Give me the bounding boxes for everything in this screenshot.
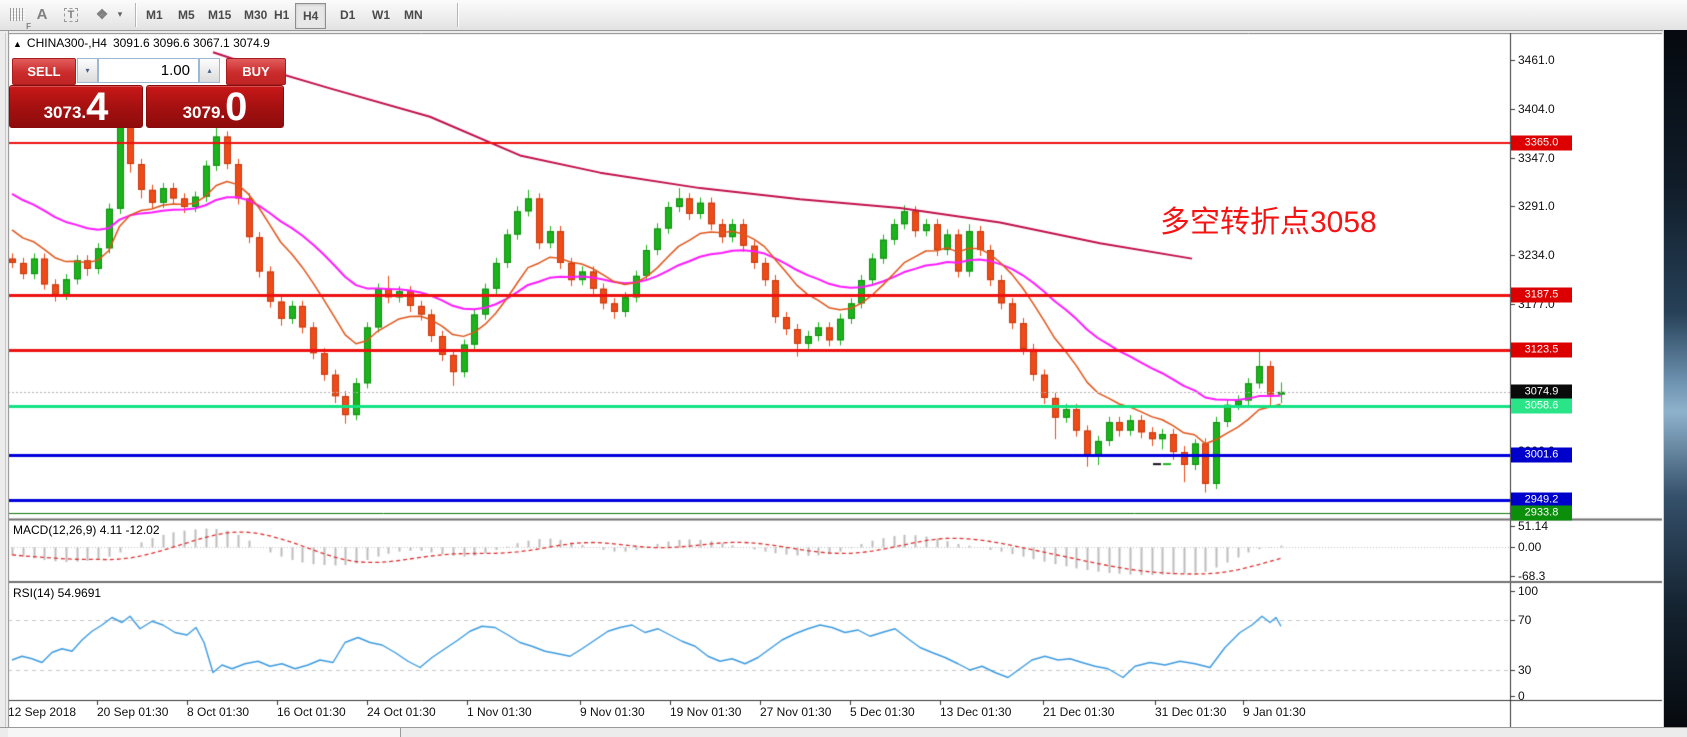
- price-badge-3074.9: 3074.9: [1511, 384, 1572, 400]
- shapes-tool-icon[interactable]: ❖: [95, 6, 109, 22]
- macd-scale-tick: -68.3: [1518, 568, 1546, 583]
- chart-tab-bar[interactable]: [0, 727, 1687, 737]
- date-axis-label: 8 Oct 01:30: [187, 705, 250, 719]
- date-axis-label: 21 Dec 01:30: [1043, 705, 1115, 719]
- sell-price-box[interactable]: 3073. 4: [9, 85, 143, 128]
- toolbar-separator: [135, 3, 137, 27]
- timeframe-button-w1[interactable]: W1: [372, 8, 390, 22]
- collapse-triangle-icon[interactable]: ▲: [13, 39, 22, 49]
- sell-button[interactable]: SELL: [12, 58, 76, 85]
- date-axis-label: 27 Nov 01:30: [760, 705, 832, 719]
- grid-dots-icon: [9, 8, 25, 21]
- window-right-scroll-edge[interactable]: [1663, 30, 1687, 737]
- macd-label: MACD(12,26,9) 4.11 -12.02: [13, 523, 160, 537]
- date-axis-label: 1 Nov 01:30: [467, 705, 532, 719]
- toolbar-gap: [0, 30, 1687, 33]
- timeframe-button-m1[interactable]: M1: [146, 8, 163, 22]
- text-tool-icon[interactable]: T: [61, 2, 81, 27]
- chart-annotation-text: 多空转折点3058: [1160, 206, 1377, 239]
- one-click-trade-panel: SELL ▾ 1.00 ▴ BUY 3073. 4 3079. 0: [9, 56, 286, 128]
- buy-price-box[interactable]: 3079. 0: [146, 85, 284, 128]
- timeframe-button-d1[interactable]: D1: [340, 8, 356, 22]
- date-axis-label: 31 Dec 01:30: [1155, 705, 1227, 719]
- price-badge-2933.8: 2933.8: [1511, 505, 1572, 521]
- date-axis-label: 9 Jan 01:30: [1243, 705, 1306, 719]
- buy-button[interactable]: BUY: [226, 58, 286, 85]
- rsi-scale-tick: 100: [1518, 584, 1539, 598]
- symbol-header: ▲ CHINA300-,H4 3091.6 3096.6 3067.1 3074.9: [13, 36, 270, 50]
- volume-input[interactable]: 1.00: [98, 58, 199, 83]
- timeframe-button-m5[interactable]: M5: [178, 8, 195, 22]
- date-axis-label: 24 Oct 01:30: [367, 705, 436, 719]
- date-axis-label: 9 Nov 01:30: [580, 705, 645, 719]
- ohlc-values: 3091.6 3096.6 3067.1 3074.9: [112, 36, 270, 50]
- date-axis-label: 19 Nov 01:30: [670, 705, 742, 719]
- timeframe-button-m15[interactable]: M15: [208, 8, 232, 22]
- price-axis-tick: 3234.0: [1518, 248, 1555, 263]
- rsi-scale-tick: 30: [1518, 663, 1532, 677]
- timeframe-button-h4[interactable]: H4: [295, 3, 327, 29]
- timeframe-button-h1[interactable]: H1: [274, 8, 290, 22]
- price-badge-3001.6: 3001.6: [1511, 447, 1572, 463]
- price-axis-tick: 3404.0: [1518, 102, 1555, 116]
- price-axis-tick: 3461.0: [1518, 53, 1555, 67]
- indicator-grid-icon[interactable]: F: [6, 2, 31, 31]
- date-axis-label: 5 Dec 01:30: [850, 705, 915, 719]
- macd-scale-tick: 51.14: [1518, 519, 1549, 533]
- price-badge-3187.5: 3187.5: [1511, 287, 1572, 303]
- rsi-scale-tick: 70: [1518, 613, 1532, 627]
- timeframe-button-m30[interactable]: M30: [244, 8, 268, 22]
- date-axis-label: 20 Sep 01:30: [97, 705, 169, 719]
- volume-decrease-button[interactable]: ▾: [77, 58, 98, 83]
- window-left-edge: [0, 30, 9, 737]
- volume-increase-button[interactable]: ▴: [199, 58, 220, 83]
- chevron-down-icon[interactable]: ▾: [117, 9, 123, 19]
- symbol-name: CHINA300-,H4: [26, 36, 107, 50]
- toolbar-separator: [457, 3, 459, 27]
- price-axis-tick: 3347.0: [1518, 151, 1555, 166]
- chart-tab[interactable]: [8, 728, 401, 737]
- price-badge-2949.2: 2949.2: [1511, 492, 1572, 508]
- price-badge-3123.5: 3123.5: [1511, 342, 1572, 358]
- date-axis-label: 13 Dec 01:30: [940, 705, 1012, 719]
- price-badge-3058.6: 3058.6: [1511, 398, 1572, 414]
- timeframe-button-mn[interactable]: MN: [404, 8, 423, 22]
- cursor-tool-icon[interactable]: A: [36, 6, 48, 23]
- rsi-scale-tick: 0: [1518, 689, 1525, 703]
- price-badge-3365.0: 3365.0: [1511, 135, 1572, 151]
- macd-scale-tick: 0.00: [1518, 540, 1542, 555]
- price-axis-tick: 3291.0: [1518, 199, 1555, 214]
- rsi-label: RSI(14) 54.9691: [13, 586, 102, 600]
- toolbar: F A T ❖ ▾ M1 M5 M15 M30 H1 H4 D1 W1 MN: [0, 0, 1687, 31]
- date-axis-label: 16 Oct 01:30: [277, 705, 346, 719]
- date-axis-label: 12 Sep 2018: [8, 705, 77, 719]
